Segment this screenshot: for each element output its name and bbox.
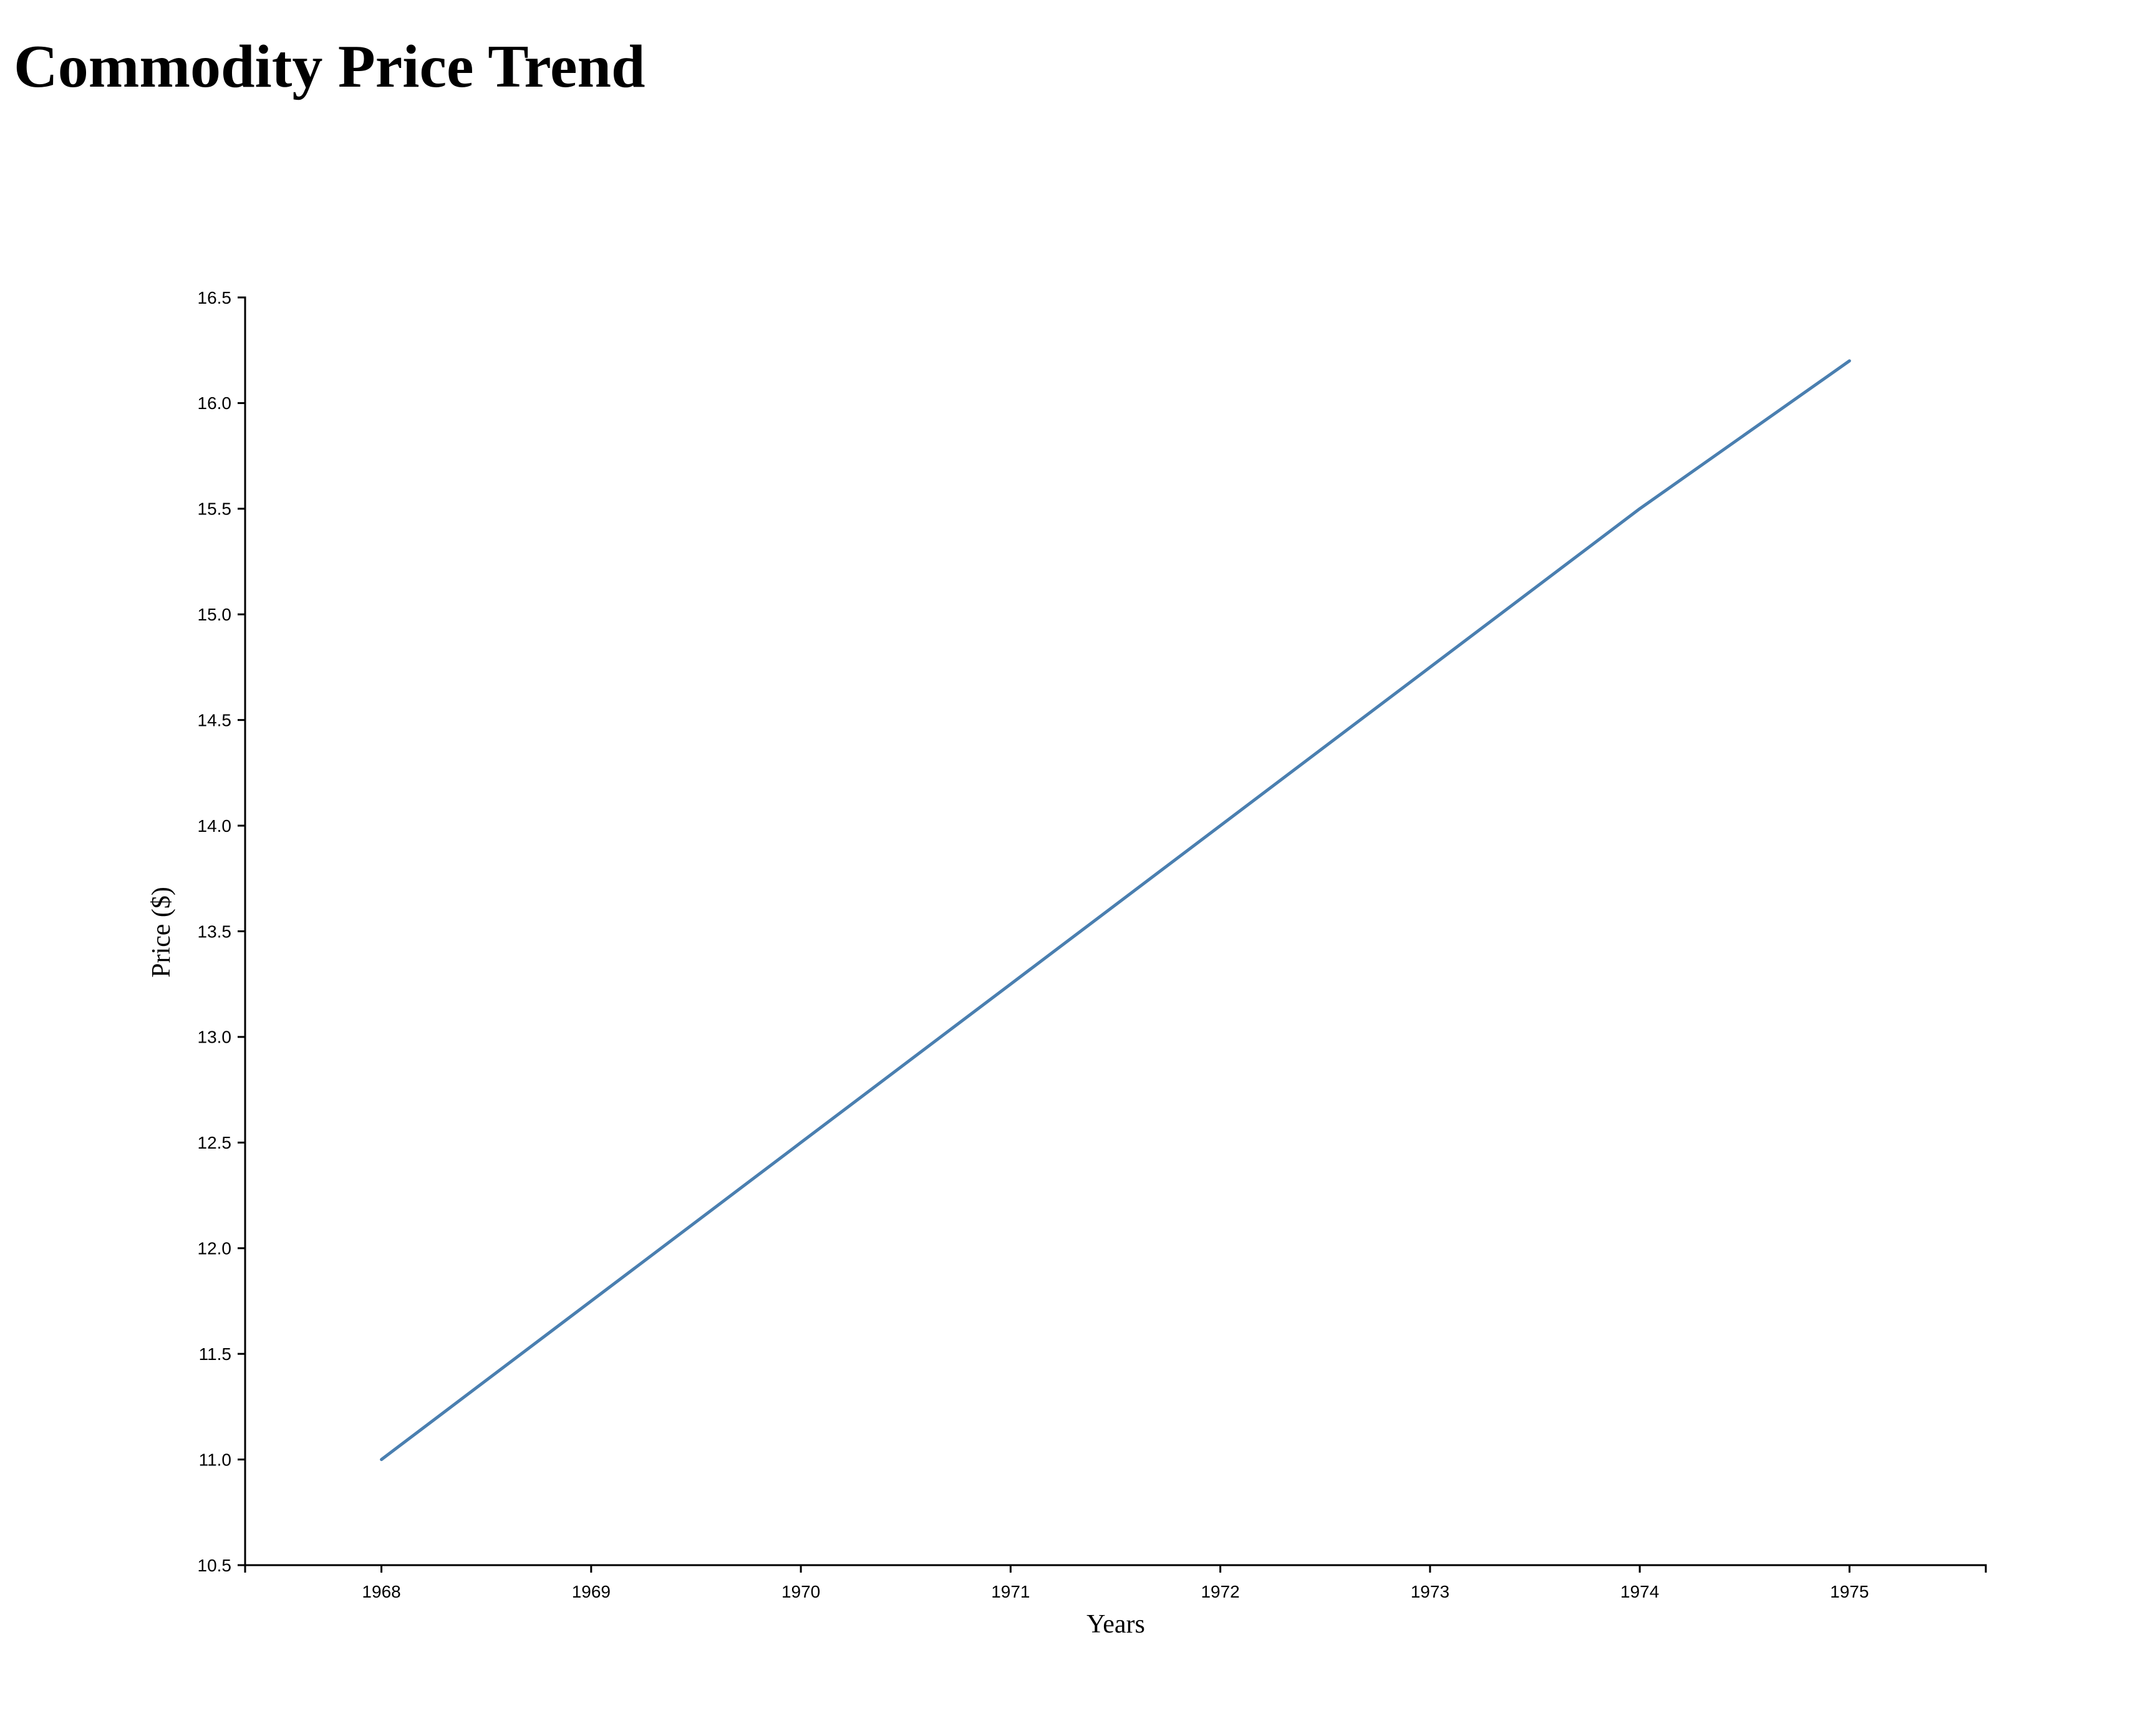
- y-tick-label: 10.5: [198, 1556, 232, 1575]
- series-line: [380, 359, 1851, 1462]
- x-tick-label: 1970: [781, 1582, 820, 1601]
- x-axis-title: Years: [1086, 1610, 1145, 1639]
- y-tick-label: 15.5: [198, 499, 232, 519]
- x-tick-label: 1975: [1830, 1582, 1869, 1601]
- y-tick-label: 12.0: [198, 1239, 232, 1258]
- page-title: Commodity Price Trend: [14, 33, 646, 100]
- x-tick-label: 1969: [572, 1582, 611, 1601]
- x-axis: 1968 1969 1970 1971 1972 1973 1974 1975: [244, 1564, 1987, 1601]
- x-tick-label: 1968: [362, 1582, 400, 1601]
- y-tick-label: 15.0: [198, 605, 232, 624]
- y-tick-label: 14.0: [198, 816, 232, 836]
- x-tick-label: 1973: [1411, 1582, 1449, 1601]
- series-group: [380, 359, 1851, 1462]
- y-tick-label: 12.5: [198, 1133, 232, 1152]
- x-axis-line: [244, 1564, 1987, 1573]
- plot-area: 1968 1969 1970 1971 1972 1973 1974 1975 10.5 11.…: [198, 288, 1987, 1601]
- x-tick-label: 1974: [1620, 1582, 1659, 1601]
- y-tick-label: 13.5: [198, 922, 232, 941]
- y-axis: 10.5 11.0 11.5 12.0 12.5 13.0 13.5 14.0 14.5 15.0…: [198, 288, 246, 1575]
- x-tick-label: 1971: [991, 1582, 1030, 1601]
- y-axis-title: Price ($): [147, 887, 176, 978]
- y-tick-label: 11.5: [199, 1344, 231, 1364]
- y-tick-label: 14.5: [198, 710, 232, 730]
- y-tick-label: 13.0: [198, 1028, 232, 1047]
- x-tick-label: 1972: [1201, 1582, 1239, 1601]
- y-tick-label: 11.0: [199, 1450, 231, 1469]
- y-tick-label: 16.0: [198, 393, 232, 413]
- y-tick-label: 16.5: [198, 288, 232, 307]
